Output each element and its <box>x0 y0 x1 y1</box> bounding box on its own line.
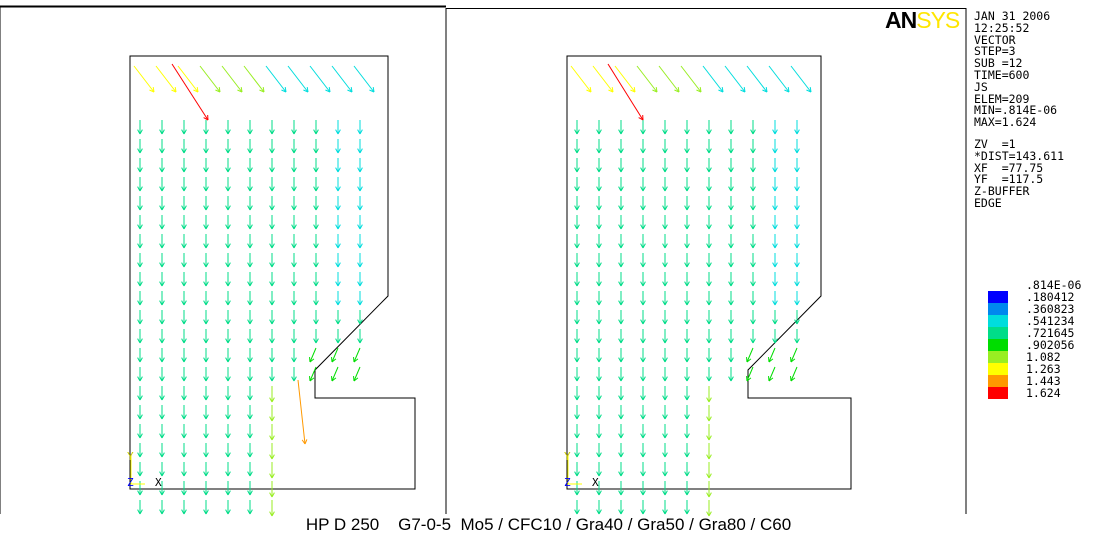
ansys-logo: ANSYS <box>885 8 959 32</box>
legend-swatch <box>988 351 1008 363</box>
axis-label-x: X <box>155 476 162 489</box>
axis-label-y: Y <box>127 450 134 463</box>
plot-info-panel: JAN 31 2006 12:25:52 VECTOR STEP=3 SUB =… <box>974 11 1097 210</box>
legend-swatch <box>988 303 1008 315</box>
legend-swatch <box>988 315 1008 327</box>
axis-label-z: Z <box>564 476 571 489</box>
view-edge: EDGE <box>974 198 1097 210</box>
legend-swatch <box>988 375 1008 387</box>
axis-label-y: Y <box>564 450 571 463</box>
info-max: MAX=1.624 <box>974 117 1097 129</box>
axis-label-x: X <box>592 476 599 489</box>
axis-triad-left: Y Z X <box>127 450 162 489</box>
axis-label-z: Z <box>127 476 134 489</box>
legend-swatch <box>988 387 1008 399</box>
figure-caption: HP D 250 G7-0-5 Mo5 / CFC10 / Gra40 / Gr… <box>0 515 1097 535</box>
vector-field-left <box>134 64 374 516</box>
legend-swatch <box>988 327 1008 339</box>
legend-swatch <box>988 363 1008 375</box>
axis-triad-right: Y Z X <box>564 450 599 489</box>
legend-swatch <box>988 291 1008 303</box>
info-solution-time: TIME=600 <box>974 70 1097 82</box>
vector-field-right <box>571 64 811 516</box>
legend-entry: 1.624 <box>1008 387 1097 399</box>
legend-swatch <box>988 339 1008 351</box>
